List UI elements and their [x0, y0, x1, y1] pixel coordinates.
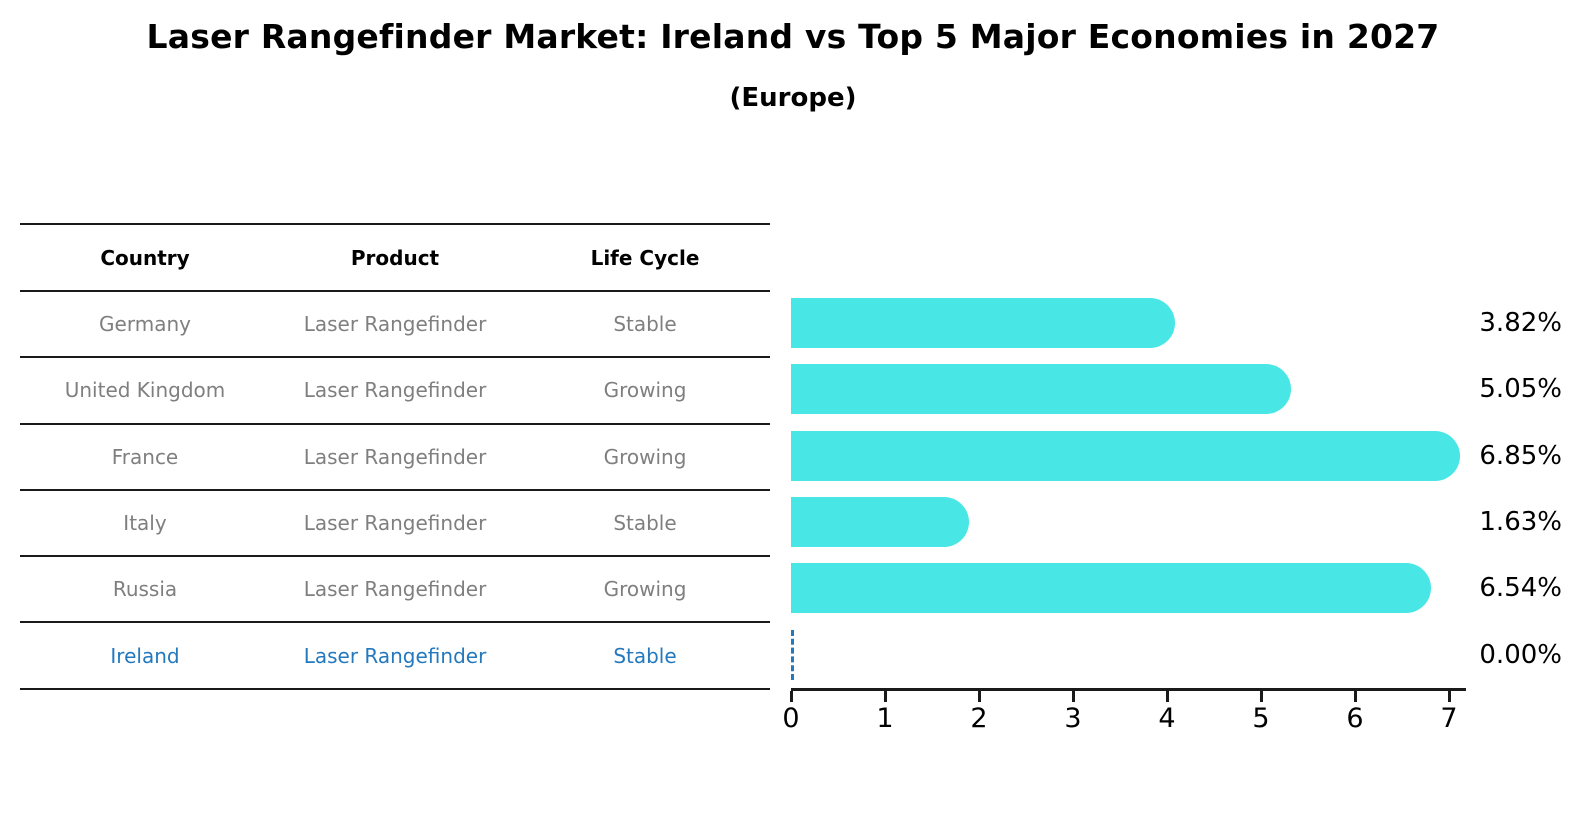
table-row: Italy Laser Rangefinder Stable [20, 491, 770, 558]
cell-life-cycle: Stable [613, 511, 677, 536]
bar [791, 364, 1291, 415]
cell-country: Ireland [110, 643, 180, 668]
value-label: 6.54% [1479, 573, 1562, 604]
x-axis-tick [790, 691, 793, 702]
x-axis-tick-label: 0 [782, 703, 800, 734]
table-row: Ireland Laser Rangefinder Stable [20, 623, 770, 690]
table-row: Russia Laser Rangefinder Growing [20, 557, 770, 624]
x-axis-tick-label: 2 [970, 703, 988, 734]
value-label: 0.00% [1479, 639, 1562, 670]
value-label: 5.05% [1479, 374, 1562, 405]
cell-product: Laser Rangefinder [303, 577, 487, 602]
chart-row [791, 489, 1466, 555]
cell-life-cycle: Stable [613, 312, 677, 337]
zero-value-dashed-line [791, 629, 794, 680]
value-label-column: 3.82% 5.05% 6.85% 1.63% 6.54% 0.00% [1462, 290, 1562, 688]
cell-life-cycle: Growing [603, 577, 687, 602]
chart-row [791, 290, 1466, 356]
x-axis-tick-label: 3 [1064, 703, 1082, 734]
table-row: United Kingdom Laser Rangefinder Growing [20, 358, 770, 425]
x-axis-line [791, 688, 1466, 691]
chart-row [791, 555, 1466, 621]
chart-row [791, 356, 1466, 422]
cell-life-cycle: Growing [603, 444, 687, 469]
chart-subtitle: (Europe) [729, 83, 857, 113]
chart-row [791, 622, 1466, 688]
value-label: 3.82% [1479, 308, 1562, 339]
cell-country: France [111, 444, 179, 469]
cell-country: Russia [112, 577, 178, 602]
country-table: Country Product Life Cycle Germany Laser… [20, 223, 770, 690]
bar [791, 298, 1176, 348]
cell-product: Laser Rangefinder [303, 312, 487, 337]
bar [791, 430, 1460, 481]
bar [791, 496, 970, 547]
x-axis-tick-label: 1 [876, 703, 894, 734]
bar [791, 563, 1431, 614]
bar-chart [791, 290, 1466, 688]
cell-life-cycle: Growing [603, 378, 687, 403]
x-axis-tick [1448, 691, 1451, 702]
x-axis-tick-label: 6 [1346, 703, 1364, 734]
cell-country: United Kingdom [64, 378, 226, 403]
cell-country: Germany [99, 312, 191, 337]
column-header-country: Country [100, 245, 190, 270]
x-axis-tick [1072, 691, 1075, 702]
chart-title: Laser Rangefinder Market: Ireland vs Top… [146, 17, 1440, 56]
x-axis-tick [884, 691, 887, 702]
cell-life-cycle: Stable [613, 643, 677, 668]
table-header-row: Country Product Life Cycle [20, 225, 770, 292]
chart-row [791, 423, 1466, 489]
column-header-product: Product [350, 245, 440, 270]
cell-product: Laser Rangefinder [303, 444, 487, 469]
x-axis-tick [1354, 691, 1357, 702]
cell-country: Italy [123, 511, 167, 536]
x-axis-tick [1166, 691, 1169, 702]
cell-product: Laser Rangefinder [303, 378, 487, 403]
x-axis-tick-label: 4 [1158, 703, 1176, 734]
column-header-life-cycle: Life Cycle [590, 245, 700, 270]
table-body: Germany Laser Rangefinder Stable United … [20, 292, 770, 690]
table-row: Germany Laser Rangefinder Stable [20, 292, 770, 359]
value-label: 6.85% [1479, 440, 1562, 471]
value-label: 1.63% [1479, 507, 1562, 538]
x-axis-tick [1260, 691, 1263, 702]
x-axis-tick-label: 7 [1440, 703, 1458, 734]
x-axis-tick [978, 691, 981, 702]
x-axis-tick-label: 5 [1252, 703, 1270, 734]
cell-product: Laser Rangefinder [303, 511, 487, 536]
cell-product: Laser Rangefinder [303, 643, 487, 668]
table-row: France Laser Rangefinder Growing [20, 425, 770, 491]
